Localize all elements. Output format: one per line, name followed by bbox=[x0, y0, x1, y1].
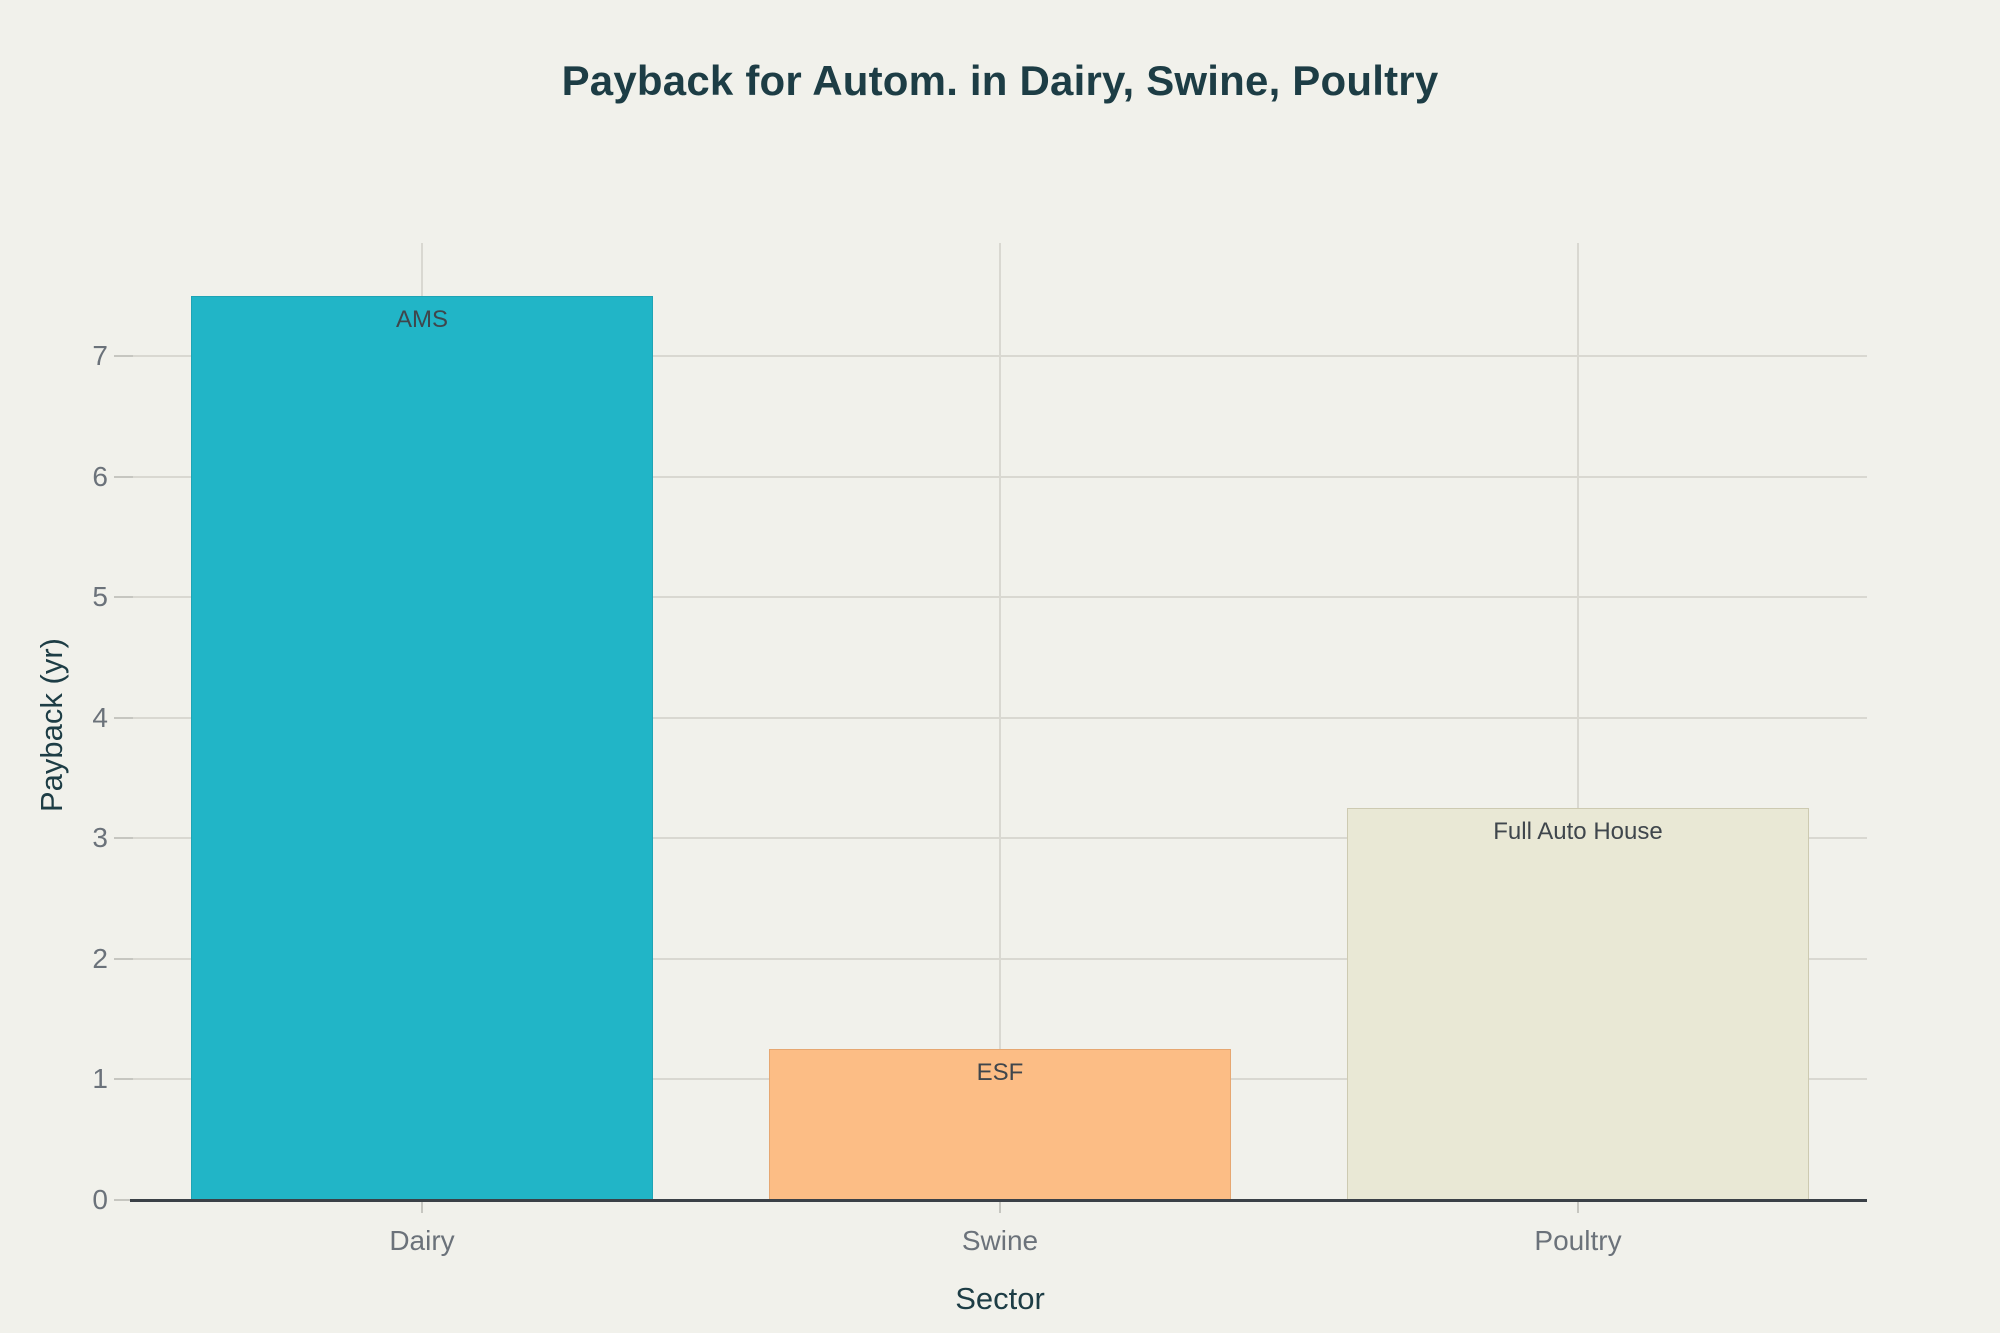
y-tick-mark bbox=[114, 475, 133, 478]
bar-dairy[interactable] bbox=[190, 296, 654, 1200]
x-tick-mark bbox=[1577, 1200, 1579, 1213]
x-tick-mark bbox=[999, 1200, 1001, 1213]
x-category-label: Poultry bbox=[1534, 1225, 1622, 1256]
y-tick-label: 1 bbox=[92, 1063, 108, 1095]
y-tick-mark bbox=[114, 837, 133, 840]
y-tick-mark bbox=[114, 355, 133, 358]
bar-label: Full Auto House bbox=[1493, 818, 1663, 846]
v-gridline bbox=[999, 243, 1001, 1200]
y-tick-label: 5 bbox=[92, 581, 108, 613]
y-tick-mark bbox=[114, 716, 133, 719]
y-tick-label: 6 bbox=[92, 460, 108, 492]
y-tick-mark bbox=[114, 1078, 133, 1081]
v-gridline bbox=[1577, 243, 1579, 1200]
bar-label: ESF bbox=[976, 1059, 1024, 1087]
bar-label: AMS bbox=[395, 306, 448, 334]
x-category-label: Dairy bbox=[389, 1225, 455, 1256]
y-axis-title: Payback (yr) bbox=[34, 638, 69, 812]
x-category-label: Swine bbox=[961, 1225, 1039, 1256]
y-tick-mark bbox=[114, 596, 133, 599]
y-tick-label: 7 bbox=[92, 340, 108, 372]
x-tick-mark bbox=[421, 1200, 423, 1213]
y-tick-label: 0 bbox=[92, 1184, 108, 1215]
y-tick-label: 2 bbox=[92, 942, 108, 974]
y-tick-label: 3 bbox=[92, 822, 108, 854]
x-axis-line bbox=[130, 1199, 1867, 1202]
y-tick-mark bbox=[114, 1199, 133, 1201]
x-axis-title: Sector bbox=[955, 1281, 1045, 1316]
y-tick-label: 4 bbox=[92, 701, 108, 733]
bar-poultry[interactable] bbox=[1346, 808, 1810, 1200]
chart-title: Payback for Autom. in Dairy, Swine, Poul… bbox=[561, 57, 1439, 104]
y-tick-mark bbox=[114, 957, 133, 960]
